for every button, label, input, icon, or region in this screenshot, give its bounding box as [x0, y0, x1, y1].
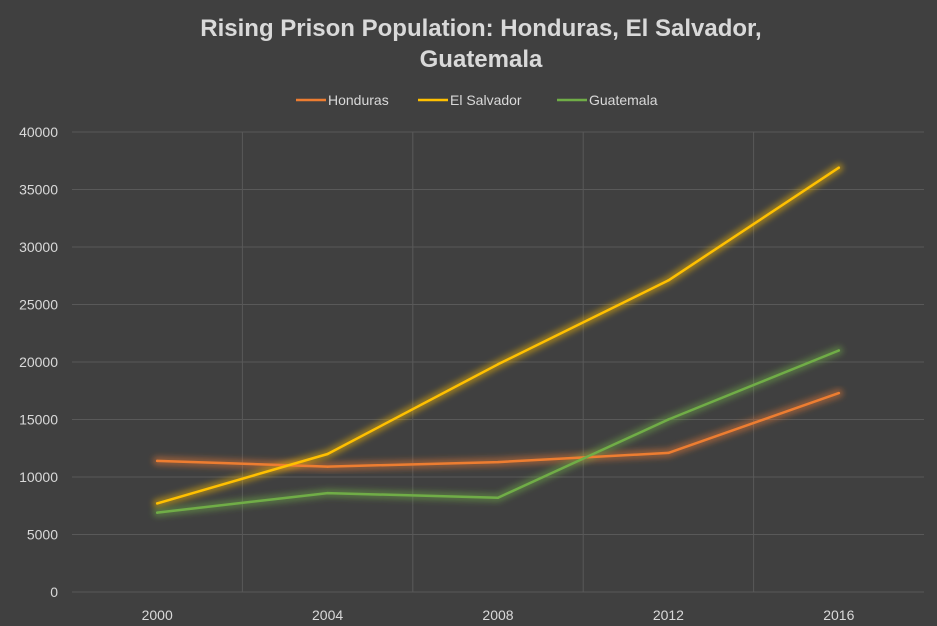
data-point — [496, 496, 500, 499]
y-axis: 0 5000 10000 15000 20000 25000 30000 35000 40000 — [19, 124, 58, 600]
legend-item: Honduras — [296, 92, 389, 108]
y-tick-label: 30000 — [19, 239, 58, 255]
y-tick-label: 5000 — [27, 527, 58, 543]
series-lines — [155, 166, 841, 514]
data-point — [667, 279, 670, 282]
y-tick-label: 20000 — [19, 354, 58, 370]
data-point — [837, 166, 840, 169]
data-point — [326, 452, 329, 456]
data-point — [156, 502, 159, 505]
y-tick-label: 15000 — [19, 412, 58, 428]
chart-title-line-1: Rising Prison Population: Honduras, El S… — [200, 15, 761, 42]
data-point — [837, 349, 840, 352]
x-tick-label: 2008 — [482, 607, 513, 623]
x-tick-label: 2012 — [653, 607, 684, 623]
data-point — [326, 491, 329, 495]
legend-label: Guatemala — [589, 92, 658, 108]
legend-item: Guatemala — [557, 92, 658, 108]
y-tick-label: 10000 — [19, 469, 58, 485]
series-line-0 — [155, 391, 841, 468]
data-point — [156, 511, 159, 514]
data-point — [496, 363, 500, 366]
series-glow-1 — [152, 163, 844, 508]
data-point — [837, 391, 840, 395]
x-tick-label: 2000 — [142, 607, 173, 623]
chart-legend: Honduras El Salvador Guatemala — [296, 92, 658, 108]
x-axis: 2000 2004 2008 2012 2016 — [142, 607, 855, 623]
data-point — [156, 459, 159, 463]
legend-item: El Salvador — [418, 92, 522, 108]
y-tick-label: 40000 — [19, 124, 58, 140]
x-tick-label: 2004 — [312, 607, 343, 623]
data-point — [326, 465, 329, 468]
x-tick-label: 2016 — [823, 607, 854, 623]
data-point — [667, 418, 670, 421]
y-tick-label: 25000 — [19, 297, 58, 313]
data-point — [667, 451, 670, 455]
y-tick-label: 0 — [50, 584, 58, 600]
legend-label: Honduras — [328, 92, 389, 108]
chart-title-line-2: Guatemala — [420, 46, 543, 73]
y-tick-label: 35000 — [19, 182, 58, 198]
series-line-1 — [155, 166, 841, 505]
chart-title: Rising Prison Population: Honduras, El S… — [200, 15, 761, 73]
legend-label: El Salvador — [450, 92, 522, 108]
gridlines — [72, 131, 924, 593]
data-point — [496, 460, 500, 464]
